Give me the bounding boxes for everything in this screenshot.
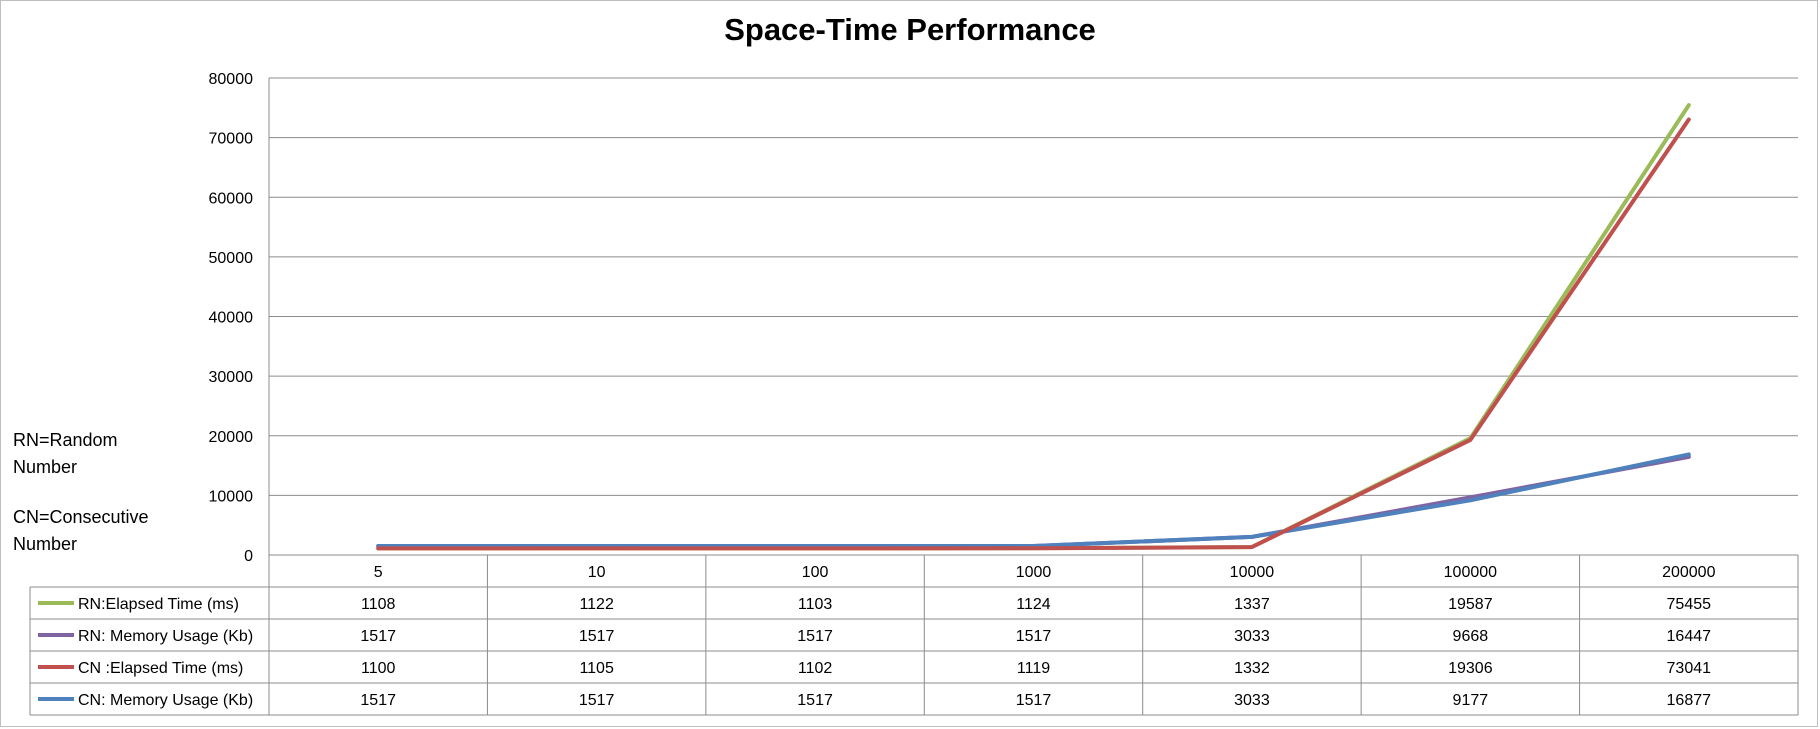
legend-entry: RN: Memory Usage (Kb): [78, 628, 253, 645]
data-value-label: 3033: [1234, 692, 1270, 709]
data-value-label: 73041: [1667, 660, 1712, 677]
series-line: [376, 454, 1691, 548]
data-value-label: 1124: [1016, 596, 1051, 613]
data-value-label: 1100: [361, 660, 396, 677]
data-value-label: 1332: [1234, 660, 1270, 677]
x-tick-label: 1000: [1016, 564, 1052, 581]
data-value-label: 3033: [1234, 628, 1270, 645]
y-tick-label: 20000: [209, 429, 254, 446]
data-value-label: 1517: [1016, 692, 1052, 709]
series-line: [376, 452, 1691, 548]
y-tick-label: 40000: [209, 310, 254, 327]
data-value-label: 1517: [1016, 628, 1052, 645]
x-tick-label: 5: [374, 564, 383, 581]
x-tick-label: 100000: [1444, 564, 1497, 581]
data-value-label: 1517: [579, 692, 615, 709]
data-value-label: 9177: [1453, 692, 1489, 709]
annotation-rn: RN=Random Number: [13, 430, 118, 477]
legend-entry: CN :Elapsed Time (ms): [78, 660, 243, 677]
data-value-label: 1517: [579, 628, 615, 645]
data-value-label: 19587: [1448, 596, 1493, 613]
legend-entry: CN: Memory Usage (Kb): [78, 692, 253, 709]
data-value-label: 1517: [797, 628, 833, 645]
data-value-label: 1517: [797, 692, 833, 709]
data-value-label: 1517: [360, 628, 396, 645]
data-value-label: 1105: [579, 660, 614, 677]
series-line: [376, 117, 1691, 551]
annotation-cn: CN=Consecutive Number: [13, 507, 149, 554]
y-tick-label: 30000: [209, 369, 254, 386]
data-value-label: 1102: [798, 660, 833, 677]
data-value-label: 16877: [1667, 692, 1712, 709]
y-tick-label: 0: [244, 548, 253, 565]
data-value-label: 1337: [1234, 596, 1270, 613]
data-value-label: 1119: [1017, 660, 1050, 677]
data-value-label: 16447: [1667, 628, 1712, 645]
data-value-label: 1108: [361, 596, 396, 613]
data-value-label: 1517: [360, 692, 396, 709]
legend-entry: RN:Elapsed Time (ms): [78, 596, 239, 613]
y-tick-label: 60000: [209, 190, 254, 207]
y-tick-label: 10000: [209, 488, 254, 505]
data-value-label: 9668: [1453, 628, 1489, 645]
data-value-label: 1122: [579, 596, 614, 613]
x-tick-label: 10000: [1230, 564, 1275, 581]
x-tick-label: 100: [802, 564, 829, 581]
data-value-label: 1103: [798, 596, 833, 613]
y-tick-label: 80000: [209, 71, 254, 88]
series-line: [376, 103, 1691, 551]
data-value-label: 19306: [1448, 660, 1493, 677]
y-tick-label: 70000: [209, 131, 254, 148]
chart-title: Space-Time Performance: [724, 12, 1096, 47]
x-tick-label: 200000: [1662, 564, 1715, 581]
x-tick-label: 10: [588, 564, 606, 581]
y-tick-label: 50000: [209, 250, 254, 267]
data-value-label: 75455: [1667, 596, 1712, 613]
